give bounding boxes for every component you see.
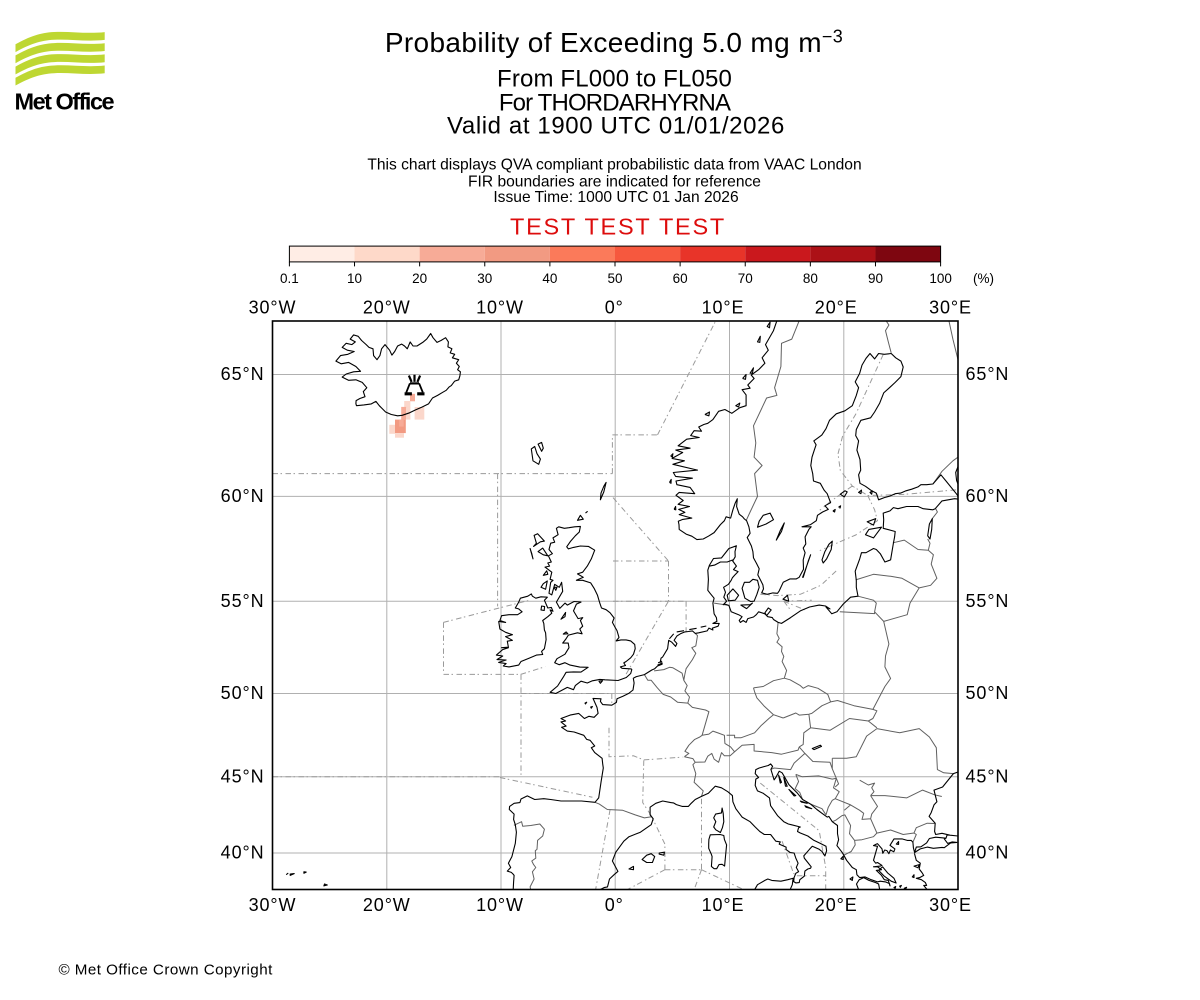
- svg-text:50: 50: [607, 271, 622, 286]
- svg-text:65°N: 65°N: [966, 364, 1010, 384]
- svg-text:30°W: 30°W: [249, 298, 297, 318]
- svg-text:Met Office: Met Office: [15, 88, 115, 114]
- svg-text:Probability of Exceeding 5.0 m: Probability of Exceeding 5.0 mg m−3: [385, 27, 843, 59]
- svg-text:For THORDARHYRNA: For THORDARHYRNA: [499, 89, 731, 116]
- svg-text:Issue Time: 1000 UTC 01 Jan 20: Issue Time: 1000 UTC 01 Jan 2026: [493, 189, 738, 206]
- svg-text:55°N: 55°N: [221, 591, 265, 611]
- svg-text:60: 60: [673, 271, 688, 286]
- svg-text:40°N: 40°N: [221, 843, 265, 863]
- svg-text:(%): (%): [973, 271, 994, 286]
- svg-text:60°N: 60°N: [966, 486, 1010, 506]
- svg-text:0.1: 0.1: [280, 271, 299, 286]
- svg-text:50°N: 50°N: [966, 683, 1010, 703]
- svg-text:30°E: 30°E: [929, 298, 972, 318]
- svg-text:20°E: 20°E: [815, 298, 858, 318]
- svg-text:65°N: 65°N: [221, 364, 265, 384]
- svg-text:40: 40: [542, 271, 557, 286]
- svg-text:40°N: 40°N: [966, 843, 1010, 863]
- svg-text:55°N: 55°N: [966, 591, 1010, 611]
- svg-text:0°: 0°: [605, 298, 624, 318]
- svg-text:60°N: 60°N: [221, 486, 265, 506]
- svg-text:FIR boundaries are indicated f: FIR boundaries are indicated for referen…: [468, 174, 761, 191]
- svg-text:10: 10: [347, 271, 362, 286]
- svg-text:Valid at 1900 UTC 01/01/2026: Valid at 1900 UTC 01/01/2026: [447, 112, 785, 139]
- svg-text:45°N: 45°N: [221, 766, 265, 786]
- svg-text:10°E: 10°E: [702, 298, 745, 318]
- svg-text:10°E: 10°E: [702, 895, 745, 915]
- svg-text:From FL000 to FL050: From FL000 to FL050: [497, 66, 732, 93]
- svg-text:10°W: 10°W: [476, 895, 524, 915]
- svg-text:80: 80: [803, 271, 818, 286]
- svg-text:30: 30: [477, 271, 492, 286]
- svg-text:20: 20: [412, 271, 427, 286]
- svg-text:100: 100: [929, 271, 952, 286]
- svg-text:45°N: 45°N: [966, 766, 1010, 786]
- svg-text:30°E: 30°E: [929, 895, 972, 915]
- svg-text:70: 70: [738, 271, 753, 286]
- svg-text:30°W: 30°W: [249, 895, 297, 915]
- svg-text:This chart displays QVA compli: This chart displays QVA compliant probab…: [367, 157, 861, 174]
- svg-text:TEST TEST TEST: TEST TEST TEST: [510, 214, 726, 240]
- svg-text:© Met Office Crown Copyright: © Met Office Crown Copyright: [59, 962, 274, 979]
- svg-text:90: 90: [868, 271, 883, 286]
- svg-text:20°E: 20°E: [815, 895, 858, 915]
- svg-text:20°W: 20°W: [363, 895, 411, 915]
- svg-text:50°N: 50°N: [221, 683, 265, 703]
- svg-text:10°W: 10°W: [476, 298, 524, 318]
- svg-text:20°W: 20°W: [363, 298, 411, 318]
- svg-text:0°: 0°: [605, 895, 624, 915]
